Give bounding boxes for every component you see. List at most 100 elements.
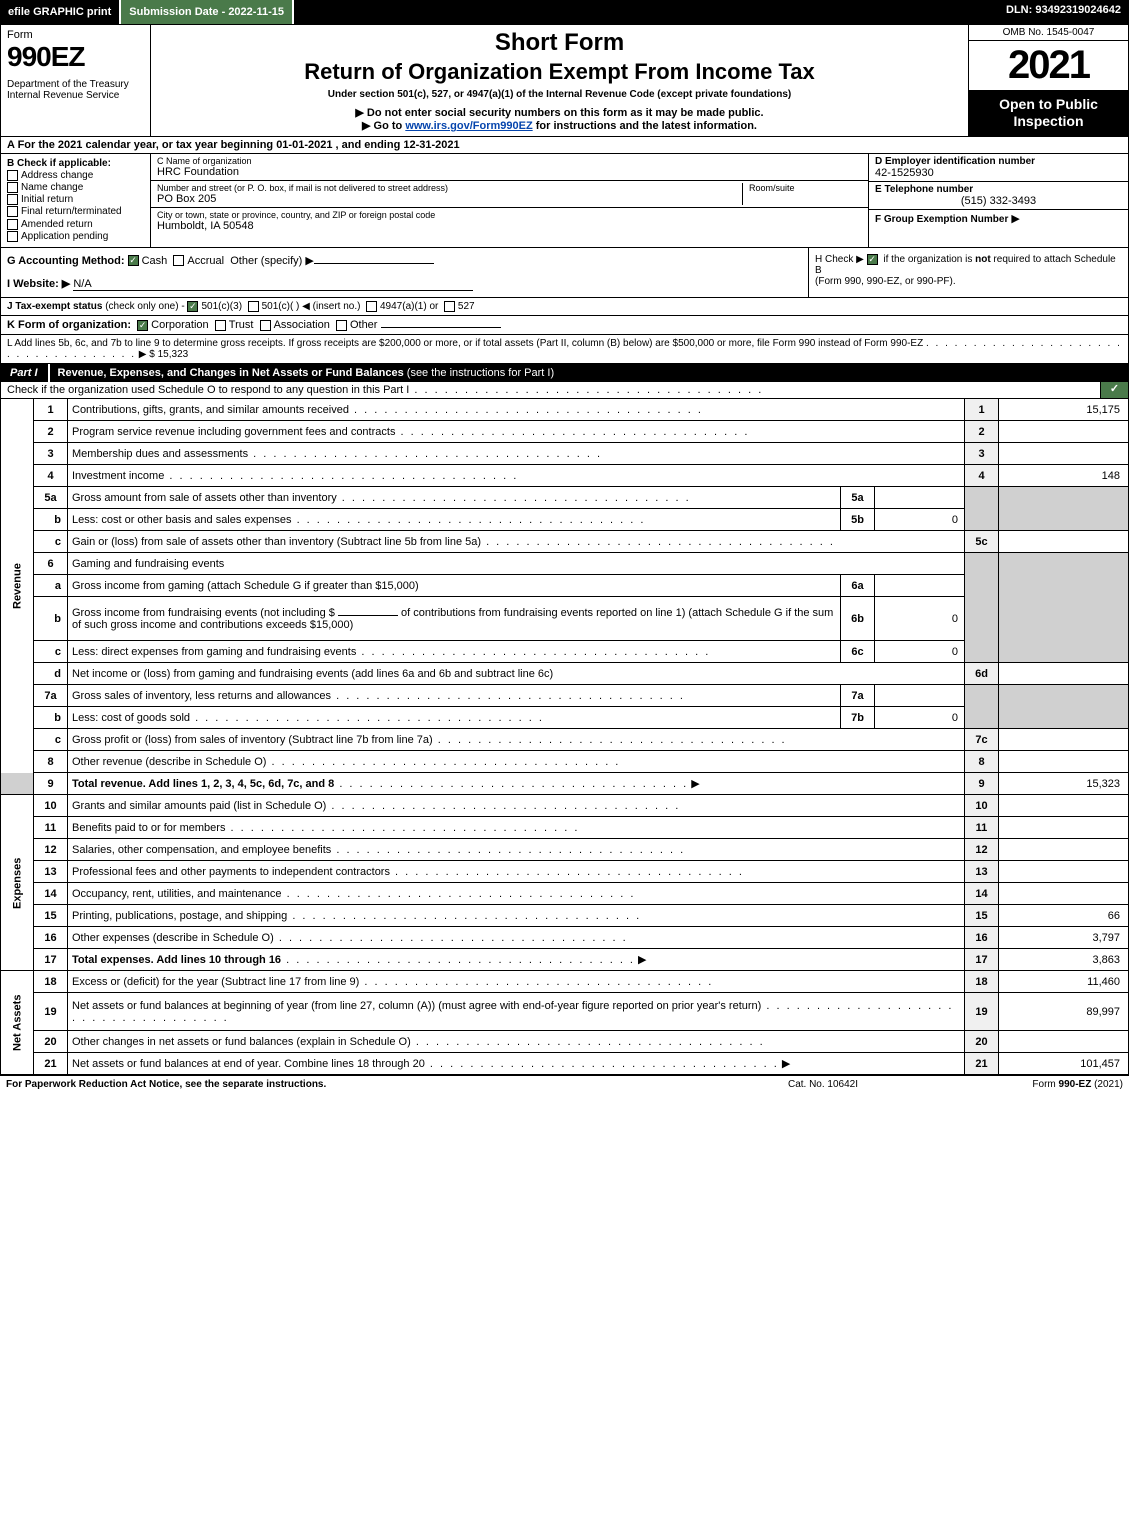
l8-num: 8: [34, 751, 68, 773]
chk-cash[interactable]: ✓: [128, 255, 139, 266]
instructions-link-row: ▶ Go to www.irs.gov/Form990EZ for instru…: [159, 119, 960, 132]
l6c-bv: 0: [875, 641, 965, 663]
line-6c: c Less: direct expenses from gaming and …: [1, 641, 1129, 663]
l21-rn: 21: [965, 1053, 999, 1075]
l20-rv: [999, 1031, 1129, 1053]
g-accounting: G Accounting Method: ✓Cash Accrual Other…: [1, 248, 808, 297]
chk-final-return[interactable]: Final return/terminated: [7, 206, 144, 217]
h-suffix2: (Form 990, 990-EZ, or 990-PF).: [815, 276, 956, 287]
k-corp: Corporation: [151, 319, 208, 331]
l9-rv: 15,323: [999, 773, 1129, 795]
l7b-num: b: [34, 707, 68, 729]
l11-desc: Benefits paid to or for members: [72, 822, 225, 834]
l7b-bv: 0: [875, 707, 965, 729]
chk-other-org[interactable]: [336, 320, 347, 331]
chk-4947[interactable]: [366, 301, 377, 312]
l4-rn: 4: [965, 465, 999, 487]
schedule-o-check-row: Check if the organization used Schedule …: [0, 382, 1129, 399]
l6d-num: d: [34, 663, 68, 685]
l13-desc: Professional fees and other payments to …: [72, 866, 390, 878]
chk-schedule-o[interactable]: ✓: [1100, 382, 1128, 398]
col-c-org-info: C Name of organization HRC Foundation Nu…: [151, 154, 868, 247]
side-expenses: Expenses: [1, 795, 34, 971]
top-bar: efile GRAPHIC print Submission Date - 20…: [0, 0, 1129, 24]
phone-value: (515) 332-3493: [875, 195, 1122, 207]
footer-right: Form 990-EZ (2021): [923, 1079, 1123, 1090]
l18-rn: 18: [965, 971, 999, 993]
chk-association[interactable]: [260, 320, 271, 331]
l3-desc: Membership dues and assessments: [72, 448, 248, 460]
h-prefix: H Check ▶: [815, 254, 864, 265]
line-7c: c Gross profit or (loss) from sales of i…: [1, 729, 1129, 751]
line-1: Revenue 1 Contributions, gifts, grants, …: [1, 399, 1129, 421]
chk-name-change[interactable]: Name change: [7, 182, 144, 193]
l3-rv: [999, 443, 1129, 465]
side-revenue: Revenue: [1, 399, 34, 773]
l7c-desc: Gross profit or (loss) from sales of inv…: [72, 734, 433, 746]
l13-rv: [999, 861, 1129, 883]
chk-527[interactable]: [444, 301, 455, 312]
l17-desc: Total expenses. Add lines 10 through 16: [72, 954, 281, 966]
line-6: 6 Gaming and fundraising events: [1, 553, 1129, 575]
sched-o-text: Check if the organization used Schedule …: [7, 384, 409, 396]
l5b-bl: 5b: [841, 509, 875, 531]
chk-corporation[interactable]: ✓: [137, 320, 148, 331]
f-group-label: F Group Exemption Number: [875, 214, 1008, 225]
efile-tab[interactable]: efile GRAPHIC print: [0, 0, 121, 24]
goto-prefix: ▶ Go to: [362, 120, 405, 132]
g-label: G Accounting Method:: [7, 255, 125, 267]
chk-amended-return[interactable]: Amended return: [7, 219, 144, 230]
other-specify-input[interactable]: [314, 263, 434, 264]
chk-501c[interactable]: [248, 301, 259, 312]
chk-trust[interactable]: [215, 320, 226, 331]
line-15: 15 Printing, publications, postage, and …: [1, 905, 1129, 927]
l15-desc: Printing, publications, postage, and shi…: [72, 910, 287, 922]
l8-rn: 8: [965, 751, 999, 773]
chk-501c3[interactable]: ✓: [187, 301, 198, 312]
l1-desc: Contributions, gifts, grants, and simila…: [72, 404, 349, 416]
l5b-num: b: [34, 509, 68, 531]
l13-rn: 13: [965, 861, 999, 883]
col-b-checkboxes: B Check if applicable: Address change Na…: [1, 154, 151, 247]
row-k: K Form of organization: ✓Corporation Tru…: [0, 316, 1129, 335]
l12-rn: 12: [965, 839, 999, 861]
section-bcdef: B Check if applicable: Address change Na…: [0, 154, 1129, 248]
row-a-tax-year: A For the 2021 calendar year, or tax yea…: [0, 137, 1129, 154]
part-i-table: Revenue 1 Contributions, gifts, grants, …: [0, 399, 1129, 1076]
l6b-num: b: [34, 597, 68, 641]
l5c-rv: [999, 531, 1129, 553]
chk-schedule-b[interactable]: ✓: [867, 254, 878, 265]
line-7a: 7a Gross sales of inventory, less return…: [1, 685, 1129, 707]
l9-desc: Total revenue. Add lines 1, 2, 3, 4, 5c,…: [72, 778, 334, 790]
l15-rv: 66: [999, 905, 1129, 927]
line-12: 12 Salaries, other compensation, and emp…: [1, 839, 1129, 861]
website-value: N/A: [73, 278, 473, 291]
line-11: 11 Benefits paid to or for members 11: [1, 817, 1129, 839]
chk-initial-return[interactable]: Initial return: [7, 194, 144, 205]
l5b-bv: 0: [875, 509, 965, 531]
l21-rv: 101,457: [999, 1053, 1129, 1075]
accrual-label: Accrual: [187, 255, 224, 267]
l7a-bv: [875, 685, 965, 707]
chk-application-pending[interactable]: Application pending: [7, 231, 144, 242]
org-name: HRC Foundation: [157, 166, 862, 178]
chk-address-change[interactable]: Address change: [7, 170, 144, 181]
line-3: 3 Membership dues and assessments 3: [1, 443, 1129, 465]
page-footer: For Paperwork Reduction Act Notice, see …: [0, 1075, 1129, 1093]
l17-rv: 3,863: [999, 949, 1129, 971]
tax-year: 2021: [969, 41, 1128, 90]
line-4: 4 Investment income 4 148: [1, 465, 1129, 487]
h-not: not: [975, 254, 991, 265]
chk-accrual[interactable]: [173, 255, 184, 266]
k-other-input[interactable]: [381, 327, 501, 328]
irs-link[interactable]: www.irs.gov/Form990EZ: [405, 120, 532, 132]
line-19: 19 Net assets or fund balances at beginn…: [1, 993, 1129, 1031]
l6c-bl: 6c: [841, 641, 875, 663]
l4-num: 4: [34, 465, 68, 487]
row-l: L Add lines 5b, 6c, and 7b to line 9 to …: [0, 335, 1129, 364]
l9-num: 9: [34, 773, 68, 795]
j-paren: (check only one) -: [105, 301, 184, 312]
l6b-amount-input[interactable]: [338, 615, 398, 616]
j-501c: 501(c)( ): [262, 301, 300, 312]
ssn-warning: ▶ Do not enter social security numbers o…: [159, 106, 960, 119]
